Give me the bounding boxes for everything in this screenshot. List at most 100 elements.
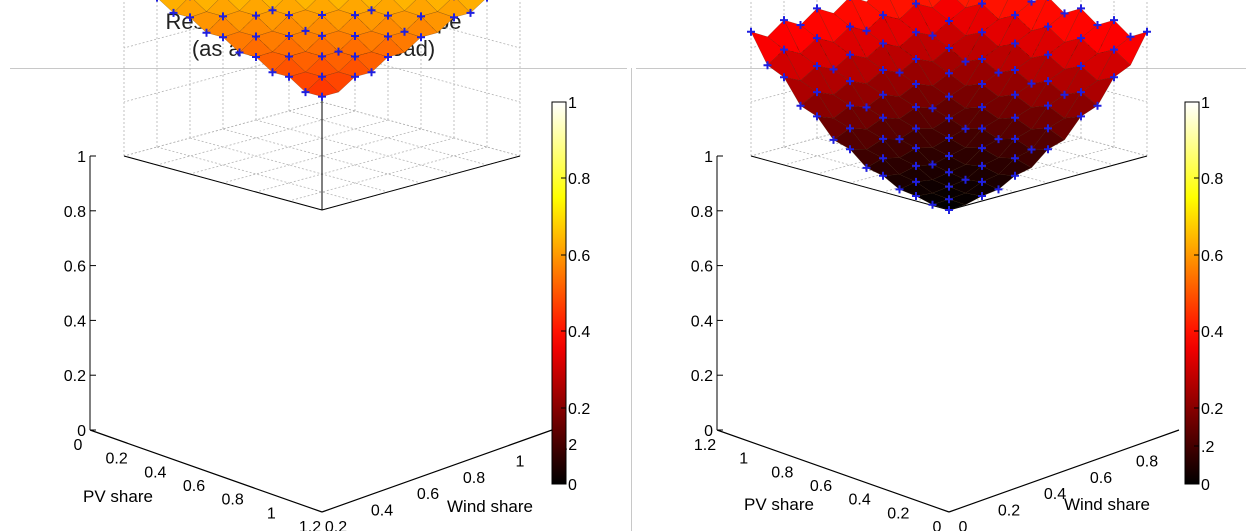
data-marker	[351, 32, 359, 40]
data-marker	[1077, 88, 1085, 97]
y-tick-label: 0.2	[998, 503, 1020, 520]
data-marker	[1060, 9, 1069, 18]
data-marker	[928, 104, 937, 113]
data-marker	[978, 124, 986, 133]
x-tick-label: 0.2	[106, 451, 128, 468]
z-tick-label: 0.8	[691, 204, 713, 221]
data-marker	[862, 26, 871, 35]
data-marker	[1126, 32, 1135, 41]
axis-line	[123, 155, 323, 211]
data-marker	[895, 68, 904, 77]
y-tick-label: 0	[959, 519, 968, 531]
y-tick-label: 0.6	[1090, 470, 1112, 487]
data-marker	[945, 114, 953, 123]
data-marker	[978, 144, 986, 153]
data-marker	[945, 182, 953, 191]
data-marker	[945, 69, 953, 78]
data-marker	[1011, 171, 1019, 180]
x-tick-label: 0.6	[183, 478, 205, 495]
z-tick-label: 0.4	[691, 313, 713, 330]
data-marker	[978, 0, 986, 8]
data-marker	[1143, 27, 1151, 36]
data-marker	[351, 72, 359, 81]
data-marker	[400, 27, 409, 36]
z-tick-label: 0.2	[64, 368, 86, 385]
z-tick-label: 1	[704, 149, 713, 166]
data-marker	[763, 61, 772, 70]
data-marker	[978, 161, 986, 170]
axis-line	[750, 155, 950, 211]
data-marker	[961, 57, 970, 66]
data-marker	[912, 103, 920, 112]
data-marker	[1077, 112, 1085, 121]
data-marker	[318, 31, 326, 40]
x-axis-label: PV share	[83, 487, 153, 506]
data-marker	[268, 6, 277, 15]
axis-line	[321, 155, 521, 211]
x-tick-label: 0	[74, 437, 83, 454]
data-marker	[879, 66, 887, 75]
x-tick-label: 0.6	[810, 478, 832, 495]
x-tick-label: 1.2	[694, 437, 716, 454]
data-marker	[945, 44, 953, 52]
x-tick-label: 0	[933, 519, 942, 531]
data-marker	[1027, 0, 1036, 6]
data-marker	[235, 48, 244, 57]
data-marker	[384, 11, 392, 20]
chart-panel-residual: Residual peak load for Europe (as a shar…	[64, 0, 590, 531]
data-marker	[978, 28, 986, 37]
axes-grid	[123, 0, 521, 211]
z-tick-label: 1	[77, 149, 86, 166]
surface	[159, 0, 485, 97]
z-tick-label: 0	[704, 423, 713, 440]
data-marker	[945, 152, 953, 160]
data-marker	[945, 206, 953, 214]
data-marker	[1044, 145, 1052, 154]
data-marker	[879, 39, 887, 48]
data-marker	[945, 134, 953, 142]
data-marker	[450, 13, 458, 22]
x-axis-label: PV share	[744, 495, 814, 514]
colorbar-tick-label: 1	[1201, 95, 1210, 112]
y-axis-label: Wind share	[1064, 495, 1150, 514]
data-marker	[1044, 124, 1052, 133]
data-marker	[928, 160, 937, 169]
x-tick-label: 0.4	[144, 464, 166, 481]
colorbar	[1184, 101, 1200, 485]
y-tick-label: 0.4	[371, 503, 393, 520]
data-marker	[1011, 154, 1019, 163]
data-marker	[912, 28, 920, 37]
data-marker	[846, 50, 854, 59]
data-marker	[912, 161, 920, 170]
data-marker	[285, 32, 293, 40]
x-tick-label: 0.8	[771, 464, 793, 481]
data-marker	[895, 185, 904, 194]
data-marker	[846, 22, 854, 31]
data-marker	[945, 17, 953, 25]
data-marker	[780, 16, 788, 25]
y-tick-label: 0.2	[325, 519, 347, 531]
grid-line	[288, 146, 488, 202]
data-marker	[1011, 134, 1019, 143]
data-marker	[285, 72, 293, 81]
data-marker	[895, 135, 904, 144]
x-tick-label: 1.2	[299, 519, 321, 531]
data-marker	[912, 177, 920, 186]
data-marker	[780, 73, 788, 82]
data-marker	[486, 0, 488, 2]
y-axis-line	[948, 429, 1180, 513]
y-tick-label: 0.4	[1044, 486, 1066, 503]
data-marker	[417, 12, 425, 21]
data-marker	[813, 112, 821, 121]
data-marker	[318, 92, 326, 101]
y-axis-line	[321, 429, 553, 513]
z-tick-label: 0.6	[691, 259, 713, 276]
data-marker	[1044, 101, 1052, 110]
y-tick-label: 0.8	[463, 470, 485, 487]
data-marker	[912, 192, 920, 201]
data-marker	[928, 200, 937, 209]
data-marker	[994, 135, 1003, 144]
data-marker	[285, 11, 293, 20]
data-marker	[1110, 45, 1118, 54]
data-marker	[978, 80, 986, 88]
